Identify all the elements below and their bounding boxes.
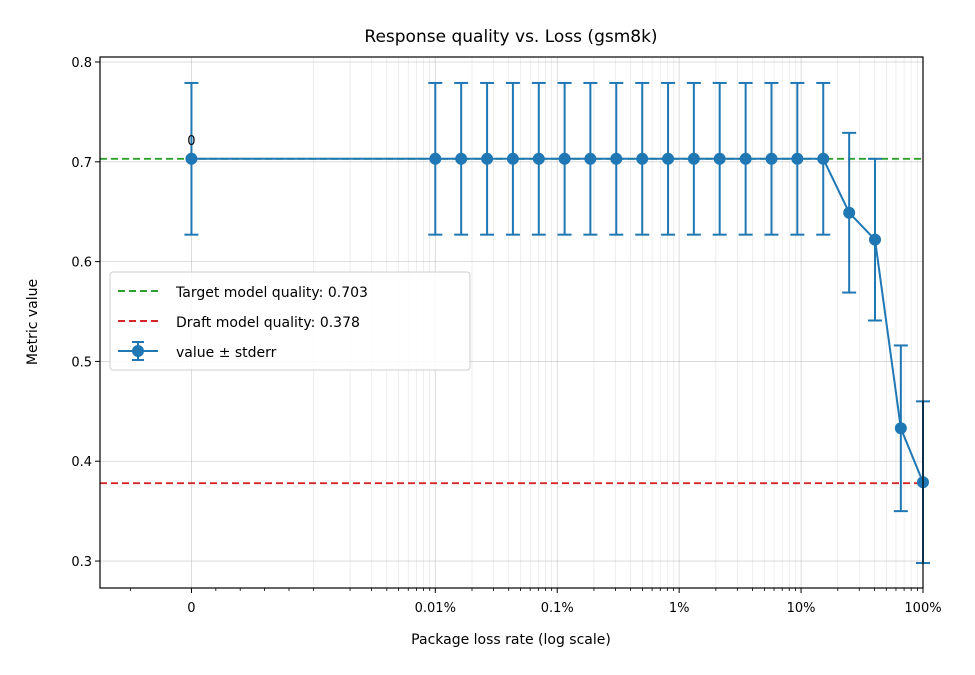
data-point	[894, 422, 907, 435]
legend-entry-target: Target model quality: 0.703	[118, 285, 368, 301]
data-point	[455, 152, 468, 165]
data-point	[584, 152, 597, 165]
x-tick-label: 0.01%	[415, 601, 456, 616]
plot-frame	[99, 56, 924, 589]
data-point	[713, 152, 726, 165]
data-point	[429, 152, 442, 165]
y-tick-label: 0.7	[71, 156, 92, 171]
x-tick-label: 0.1%	[541, 601, 574, 616]
grid	[100, 57, 924, 588]
x-axis-title: Package loss rate (log scale)	[411, 632, 611, 648]
legend: Target model quality: 0.703 Draft model …	[109, 271, 471, 371]
data-point	[739, 152, 752, 165]
x-axis: 0 0.01% 0.1% 1% 10% 100%	[130, 588, 942, 616]
data-point	[481, 152, 494, 165]
data-point	[506, 152, 519, 165]
legend-entry-series: value ± stderr	[118, 341, 277, 361]
legend-swatch-series-marker	[132, 345, 144, 357]
legend-label-draft: Draft model quality: 0.378	[176, 315, 360, 331]
x-tick-label: 0	[187, 601, 195, 616]
data-point	[532, 152, 545, 165]
data-point	[610, 152, 623, 165]
data-point	[558, 152, 571, 165]
data-point	[185, 152, 198, 165]
y-tick-label: 0.8	[71, 56, 92, 71]
x-tick-label: 1%	[669, 601, 690, 616]
data-point	[636, 152, 649, 165]
legend-entry-draft: Draft model quality: 0.378	[118, 315, 360, 331]
legend-box	[109, 271, 471, 371]
data-point	[662, 152, 675, 165]
data-point	[817, 152, 830, 165]
legend-label-target: Target model quality: 0.703	[175, 285, 368, 301]
data-point	[869, 233, 882, 246]
data-point	[765, 152, 778, 165]
x-tick-label: 10%	[787, 601, 816, 616]
y-tick-label: 0.4	[71, 455, 92, 470]
y-tick-label: 0.3	[71, 555, 92, 570]
y-axis: 0.3 0.4 0.5 0.6 0.7 0.8	[71, 56, 100, 570]
chart-title: Response quality vs. Loss (gsm8k)	[364, 27, 657, 47]
y-tick-label: 0.5	[71, 355, 92, 370]
y-tick-label: 0.6	[71, 256, 92, 271]
y-axis-title: Metric value	[25, 279, 41, 365]
data-point	[843, 206, 856, 219]
data-markers	[185, 152, 929, 489]
point-annotation: 0	[187, 134, 195, 149]
annotations: 0	[187, 134, 195, 149]
legend-label-series: value ± stderr	[176, 345, 277, 361]
data-point	[687, 152, 700, 165]
data-point	[791, 152, 804, 165]
x-tick-label: 100%	[904, 601, 941, 616]
